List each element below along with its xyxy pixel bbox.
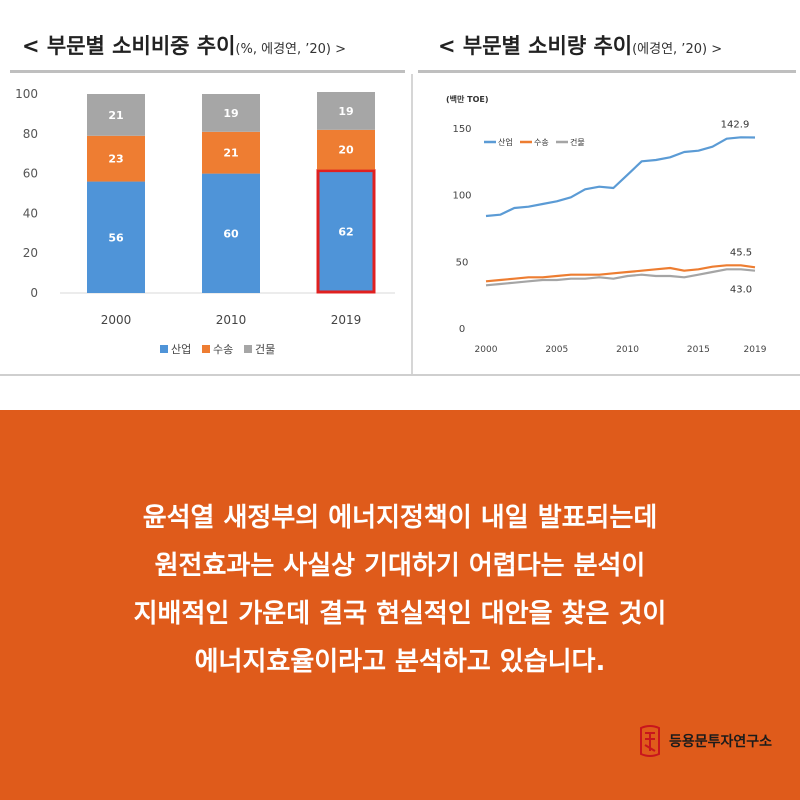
brand-mark: 등용문투자연구소 <box>637 724 772 758</box>
x-tick-label: 2005 <box>545 345 568 355</box>
caption-line: 에너지효율이라고 분석하고 있습니다. <box>194 647 606 677</box>
bar-data-label: 19 <box>223 107 238 120</box>
left-title-divider <box>10 70 405 73</box>
right-chart-title: < 부문별 소비량 추이(에경연, ’20) > <box>438 30 722 60</box>
brand-name: 등용문투자연구소 <box>668 734 772 750</box>
x-tick-label: 2019 <box>744 345 767 355</box>
right-chart-title-source: (에경연, ’20) > <box>632 42 723 57</box>
right-title-divider <box>418 70 796 73</box>
bar-data-label: 21 <box>108 109 123 122</box>
right-chart-title-main: < 부문별 소비량 추이 <box>438 34 633 58</box>
y-tick-label: 60 <box>23 167 38 181</box>
highlight-box <box>316 169 376 294</box>
bar-segment <box>202 94 260 132</box>
bar-segment <box>317 129 375 170</box>
legend-label: 건물 <box>570 137 585 147</box>
x-tick-label: 2019 <box>331 313 362 327</box>
bar-data-label: 20 <box>338 144 354 157</box>
stacked-bar-chart: 0204060801005623212000602119201062201920… <box>15 87 395 356</box>
series-line <box>485 136 756 218</box>
dragon-gate-seal-icon <box>639 725 660 757</box>
bar-data-label: 21 <box>223 147 238 160</box>
x-tick-label: 2000 <box>101 313 132 327</box>
bar-segment <box>317 92 375 130</box>
bar-segment <box>87 181 145 293</box>
caption-line: 지배적인 가운데 결국 현실적인 대안을 찾은 것이 <box>133 599 667 629</box>
x-tick-label: 2010 <box>616 345 639 355</box>
x-tick-label: 2000 <box>475 345 498 355</box>
y-tick-label: 0 <box>459 324 465 335</box>
bar-data-label: 60 <box>223 227 239 240</box>
legend-label: 수송 <box>534 138 549 147</box>
caption-text: 윤석열 새정부의 에너지정책이 내일 발표되는데 원전효과는 사실상 기대하기 … <box>30 494 770 686</box>
caption-line: 윤석열 새정부의 에너지정책이 내일 발표되는데 <box>142 503 658 533</box>
bar-data-label: 23 <box>108 153 123 166</box>
data-label: 45.5 <box>730 247 752 258</box>
legend-label: 수송 <box>213 343 233 356</box>
y-tick-label: 100 <box>15 87 38 101</box>
legend-label: 산업 <box>171 343 191 356</box>
y-tick-label: 100 <box>452 191 471 202</box>
y-tick-label: 20 <box>23 246 38 260</box>
left-chart-title-main: < 부문별 소비비중 추이 <box>22 34 236 58</box>
bar-segment <box>87 135 145 182</box>
legend-label: 건물 <box>255 343 275 356</box>
bar-data-label: 19 <box>338 105 353 118</box>
y-tick-label: 40 <box>23 206 38 220</box>
y-tick-label: 80 <box>23 127 38 141</box>
y-tick-label: 0 <box>30 286 38 300</box>
data-label: 142.9 <box>721 119 750 130</box>
series-line <box>485 268 756 287</box>
chart-area-bottom-rule <box>0 374 800 376</box>
legend-swatch <box>244 345 252 353</box>
legend-swatch <box>202 345 210 353</box>
y-axis-unit-label: (백만 TOE) <box>446 94 489 104</box>
data-label: 43.0 <box>730 285 752 296</box>
y-tick-label: 150 <box>452 124 471 135</box>
left-chart-title: < 부문별 소비비중 추이(%, 에경연, ’20) > <box>22 30 346 60</box>
y-tick-label: 50 <box>456 257 469 268</box>
bar-segment <box>317 169 375 293</box>
caption-band: 윤석열 새정부의 에너지정책이 내일 발표되는데 원전효과는 사실상 기대하기 … <box>0 410 800 800</box>
x-tick-label: 2010 <box>216 313 247 327</box>
bar-segment <box>202 131 260 174</box>
bar-segment <box>202 173 260 293</box>
left-chart-title-source: (%, 에경연, ’20) > <box>235 42 347 57</box>
caption-line: 원전효과는 사실상 기대하기 어렵다는 분석이 <box>154 551 646 581</box>
series-line <box>485 264 756 283</box>
legend-label: 산업 <box>498 137 513 147</box>
bar-data-label: 56 <box>108 231 124 244</box>
legend-swatch <box>160 345 168 353</box>
panel-separator <box>411 74 413 374</box>
bar-data-label: 62 <box>338 225 353 238</box>
line-chart: (백만 TOE) 0 50 100 150 2000 2005 2010 2015 2019 142… <box>446 94 767 355</box>
chart-area: < 부문별 소비비중 추이(%, 에경연, ’20) > < 부문별 소비량 추… <box>0 30 800 376</box>
x-tick-label: 2015 <box>687 345 710 355</box>
bar-segment <box>87 94 145 136</box>
